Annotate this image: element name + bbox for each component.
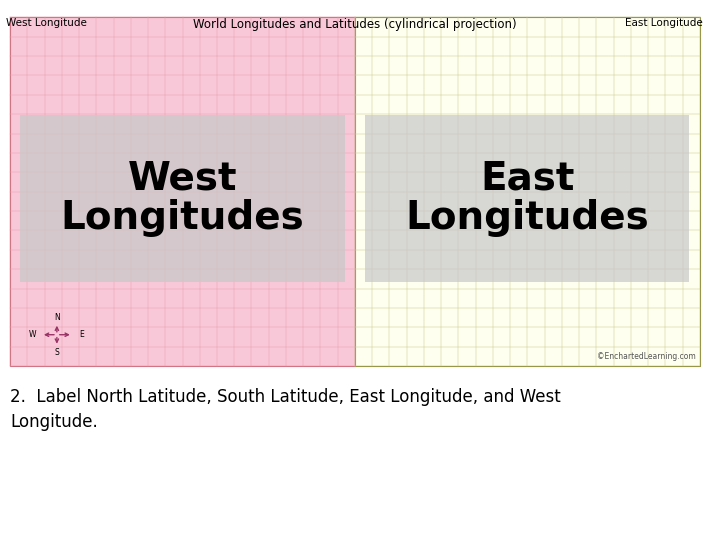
Bar xyxy=(355,17,700,366)
Text: 2.  Label North Latitude, South Latitude, East Longitude, and West
Longitude.: 2. Label North Latitude, South Latitude,… xyxy=(10,388,561,431)
Text: East Longitude: East Longitude xyxy=(625,18,703,29)
Text: East
Longitudes: East Longitudes xyxy=(405,160,649,238)
Bar xyxy=(20,115,345,282)
Text: West
Longitudes: West Longitudes xyxy=(60,160,305,238)
Bar xyxy=(10,17,355,366)
Text: W: W xyxy=(29,330,36,339)
Text: World Longitudes and Latitudes (cylindrical projection): World Longitudes and Latitudes (cylindri… xyxy=(193,18,517,31)
Bar xyxy=(365,115,690,282)
Text: N: N xyxy=(54,313,60,322)
Text: E: E xyxy=(79,330,84,339)
Text: ©EnchartedLearning.com: ©EnchartedLearning.com xyxy=(598,352,696,361)
Text: S: S xyxy=(55,348,59,356)
Text: West Longitude: West Longitude xyxy=(6,18,86,29)
